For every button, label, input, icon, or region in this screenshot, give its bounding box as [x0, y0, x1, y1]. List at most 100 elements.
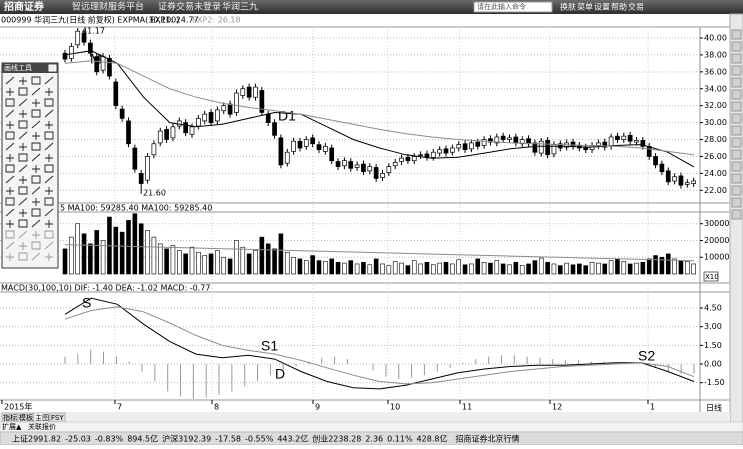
tool-icon[interactable] — [44, 241, 54, 250]
tool-icon[interactable] — [19, 77, 27, 85]
tool-icon[interactable] — [18, 186, 28, 195]
tool-icon[interactable] — [32, 198, 40, 206]
tool-icon[interactable] — [31, 142, 41, 151]
tool-icon[interactable] — [5, 208, 15, 217]
menu-item[interactable]: 换肤 — [560, 2, 576, 12]
login-status[interactable]: 证券交易未登录 — [158, 1, 221, 13]
tool-icon[interactable] — [32, 99, 40, 107]
tool-icon[interactable] — [18, 197, 28, 206]
scroll-button[interactable] — [731, 101, 742, 112]
tool-icon[interactable] — [18, 98, 28, 107]
tool-icon[interactable] — [18, 164, 28, 173]
volume-bar — [208, 253, 214, 275]
tool-icon[interactable] — [19, 242, 27, 250]
tool-icon[interactable] — [31, 109, 41, 118]
scroll-button[interactable] — [731, 185, 742, 196]
scroll-button[interactable] — [731, 161, 742, 172]
tool-icon[interactable] — [44, 98, 54, 107]
tool-icon[interactable] — [19, 176, 27, 184]
tool-icon[interactable] — [31, 87, 41, 96]
scroll-button[interactable] — [731, 77, 742, 88]
tool-icon[interactable] — [31, 186, 41, 195]
tool-icon[interactable] — [18, 219, 28, 228]
menu-item[interactable]: 交易 — [628, 2, 644, 12]
volume-bar — [481, 261, 487, 275]
volume-bar — [665, 253, 671, 275]
tool-icon[interactable] — [44, 230, 54, 239]
tool-icon[interactable] — [31, 219, 41, 228]
scroll-button[interactable] — [731, 29, 742, 40]
scroll-button[interactable] — [731, 149, 742, 160]
tool-icon[interactable] — [18, 120, 28, 129]
scroll-button[interactable] — [731, 197, 742, 208]
tool-icon[interactable] — [31, 153, 41, 162]
tool-icon[interactable] — [5, 241, 15, 250]
tool-icon[interactable] — [5, 131, 15, 140]
tool-icon[interactable] — [18, 230, 28, 239]
tool-icon[interactable] — [45, 88, 53, 96]
tool-icon[interactable] — [19, 143, 27, 151]
tool-icon[interactable] — [19, 209, 27, 217]
tool-icon[interactable] — [44, 76, 54, 85]
tool-icon[interactable] — [5, 230, 15, 239]
tool-icon[interactable] — [6, 220, 14, 228]
tool-icon[interactable] — [18, 131, 28, 140]
tool-icon[interactable] — [32, 165, 40, 173]
tool-icon[interactable] — [6, 121, 14, 129]
tool-icon[interactable] — [5, 98, 15, 107]
tool-icon[interactable] — [44, 175, 54, 184]
tool-icon[interactable] — [5, 109, 15, 118]
scroll-button[interactable] — [731, 125, 742, 136]
scroll-button[interactable] — [731, 173, 742, 184]
scroll-button[interactable] — [731, 209, 742, 220]
tool-icon[interactable] — [44, 109, 54, 118]
tool-icon[interactable] — [6, 187, 14, 195]
toolbox-close[interactable] — [48, 64, 57, 72]
tool-icon[interactable] — [31, 252, 41, 261]
tool-icon[interactable] — [45, 253, 53, 261]
search-box[interactable] — [473, 1, 553, 13]
tool-icon[interactable] — [6, 253, 14, 261]
tool-icon[interactable] — [45, 220, 53, 228]
tool-icon[interactable] — [5, 197, 15, 206]
scroll-button[interactable] — [731, 137, 742, 148]
tool-icon[interactable] — [19, 110, 27, 118]
tool-icon[interactable] — [5, 142, 15, 151]
tool-icon[interactable] — [44, 131, 54, 140]
tool-icon[interactable] — [31, 208, 41, 217]
annotation: S1 — [261, 338, 278, 354]
tool-icon[interactable] — [31, 241, 41, 250]
scroll-button[interactable] — [731, 41, 742, 52]
tool-icon[interactable] — [6, 154, 14, 162]
tool-icon[interactable] — [32, 231, 40, 239]
tool-icon[interactable] — [18, 153, 28, 162]
candle-body — [386, 166, 392, 173]
scroll-button[interactable] — [731, 53, 742, 64]
menu-item[interactable]: 帮助 — [611, 2, 627, 12]
tool-icon[interactable] — [32, 132, 40, 140]
tool-icon[interactable] — [45, 121, 53, 129]
tool-icon[interactable] — [18, 252, 28, 261]
tool-icon[interactable] — [45, 187, 53, 195]
tool-icon[interactable] — [5, 164, 15, 173]
menu-item[interactable]: 菜单 — [577, 2, 593, 12]
scroll-button[interactable] — [731, 65, 742, 76]
menu-item[interactable]: 设置 — [594, 2, 610, 12]
tool-icon[interactable] — [6, 88, 14, 96]
tool-icon[interactable] — [31, 76, 41, 85]
scroll-button[interactable] — [731, 113, 742, 124]
tool-icon[interactable] — [18, 87, 28, 96]
tool-icon[interactable] — [44, 197, 54, 206]
tool-icon[interactable] — [31, 120, 41, 129]
tool-icon[interactable] — [5, 175, 15, 184]
tool-icon[interactable] — [5, 76, 15, 85]
sub-tab[interactable]: 关联报价 — [28, 422, 56, 431]
tool-icon[interactable] — [44, 142, 54, 151]
tool-icon[interactable] — [44, 164, 54, 173]
tool-icon[interactable] — [31, 175, 41, 184]
tool-icon[interactable] — [44, 208, 54, 217]
sub-tab[interactable]: 扩展▲ — [2, 422, 22, 431]
tool-icon[interactable] — [45, 154, 53, 162]
period-label[interactable]: 日线 — [706, 403, 722, 413]
scroll-button[interactable] — [731, 89, 742, 100]
